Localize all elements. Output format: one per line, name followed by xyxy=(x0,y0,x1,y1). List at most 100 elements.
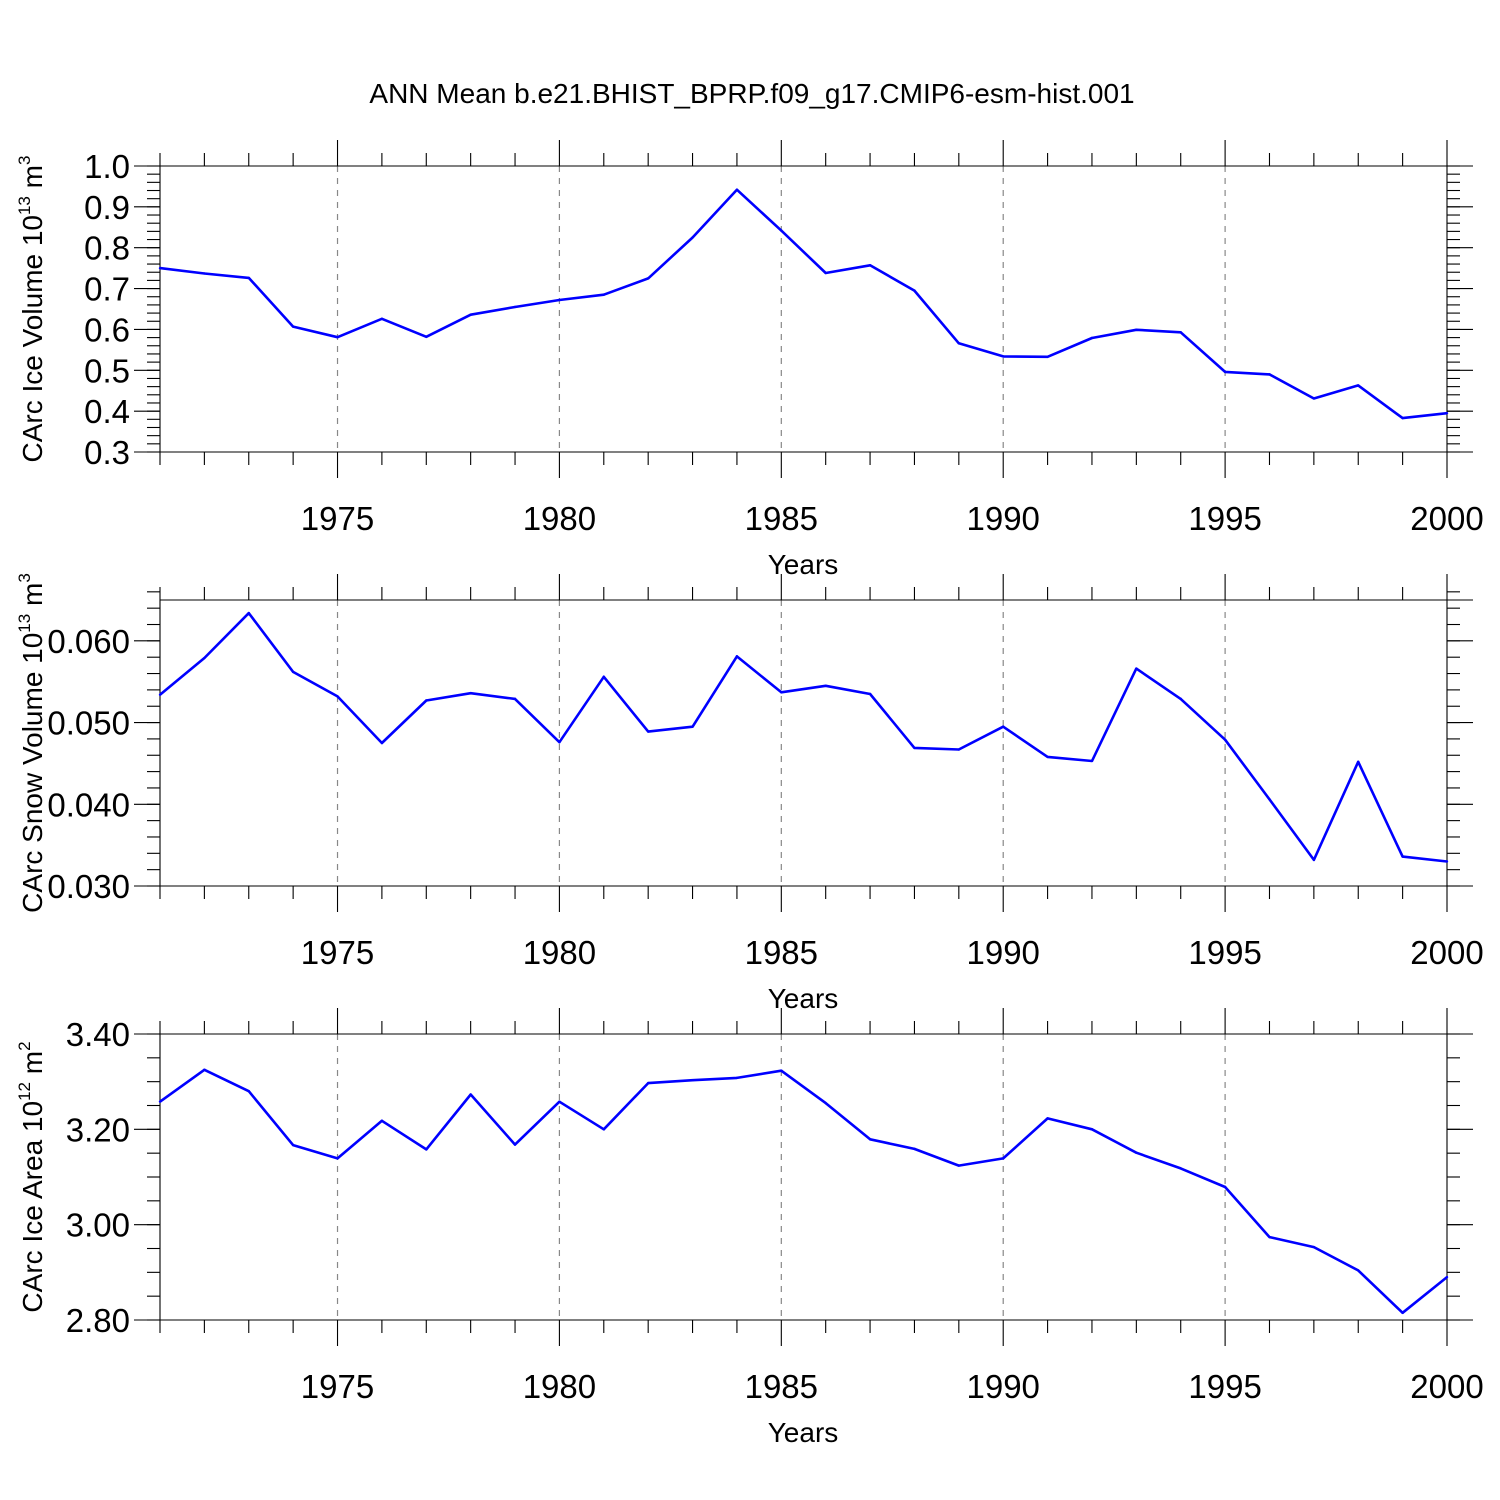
data-point xyxy=(558,1100,561,1103)
data-point xyxy=(380,741,384,745)
series-line xyxy=(159,1068,1448,1315)
data-point xyxy=(1223,738,1227,741)
y-tick-label: 2.80 xyxy=(66,1302,130,1339)
data-point xyxy=(380,317,384,321)
data-point xyxy=(1046,355,1049,359)
data-point xyxy=(469,691,472,695)
data-point xyxy=(1090,1128,1094,1131)
data-point xyxy=(735,188,739,191)
data-point xyxy=(646,1081,650,1085)
y-tick-label: 0.030 xyxy=(47,868,130,905)
data-point xyxy=(957,342,961,345)
data-point xyxy=(1312,397,1316,400)
x-axis-label: Years xyxy=(768,983,839,1014)
data-point xyxy=(1223,1185,1227,1189)
data-point xyxy=(913,746,916,750)
data-point xyxy=(1002,355,1005,358)
data-point xyxy=(602,1128,605,1131)
data-point xyxy=(957,748,961,751)
y-axis-label: CArc Snow Volume 1013 m3 xyxy=(15,573,48,913)
x-tick-label: 2000 xyxy=(1410,1368,1483,1405)
data-point xyxy=(957,1164,961,1167)
x-tick-label: 1995 xyxy=(1188,500,1261,537)
panel-1: 0.3 0.4 0.5 0.60.7 0.8 0.9 1.0 1975 1980 1985 1990… xyxy=(15,140,1484,580)
x-tick-label: 1985 xyxy=(745,934,818,971)
data-point xyxy=(1046,1117,1049,1120)
x-tick-label: 1975 xyxy=(301,500,374,537)
data-point xyxy=(1135,328,1138,332)
data-point xyxy=(868,264,872,267)
data-point xyxy=(1268,798,1271,801)
y-tick-label: 0.3 xyxy=(84,434,130,471)
y-tick-label: 0.4 xyxy=(84,393,130,430)
x-tick-label: 1990 xyxy=(966,934,1039,971)
y-tick-label: 1.0 xyxy=(84,148,130,185)
data-point xyxy=(513,697,517,701)
x-tick-label: 1980 xyxy=(523,934,596,971)
data-point xyxy=(1179,331,1182,334)
data-point xyxy=(425,699,428,702)
y-tick-label: 3.20 xyxy=(66,1111,130,1148)
data-point xyxy=(780,691,783,694)
data-point xyxy=(1268,373,1271,376)
data-point xyxy=(1135,1151,1138,1154)
data-point xyxy=(336,335,339,339)
x-tick-label: 2000 xyxy=(1410,500,1483,537)
x-axis-label: Years xyxy=(768,549,839,580)
y-tick-label: 3.00 xyxy=(66,1207,130,1244)
data-point xyxy=(691,236,694,239)
x-tick-label: 1975 xyxy=(301,1368,374,1405)
data-point xyxy=(1179,697,1182,701)
data-point xyxy=(158,693,162,696)
data-point xyxy=(1046,755,1049,759)
data-point xyxy=(1312,1245,1316,1249)
data-point xyxy=(1179,1167,1182,1170)
x-tick-label: 1980 xyxy=(523,1368,596,1405)
data-point xyxy=(691,725,694,728)
data-point xyxy=(558,740,561,744)
data-point xyxy=(469,313,472,316)
panels: 0.3 0.4 0.5 0.60.7 0.8 0.9 1.0 1975 1980 1985 1990… xyxy=(15,140,1484,1448)
x-tick-label: 1980 xyxy=(523,500,596,537)
x-tick-label: 1995 xyxy=(1188,934,1261,971)
data-point xyxy=(558,298,561,302)
data-point xyxy=(691,1079,694,1082)
x-tick-label: 1990 xyxy=(966,1368,1039,1405)
data-point xyxy=(1401,855,1404,858)
data-point xyxy=(425,1148,428,1151)
data-point xyxy=(247,276,250,280)
data-point xyxy=(203,1068,206,1071)
data-point xyxy=(1357,760,1360,763)
x-tick-label: 1985 xyxy=(745,500,818,537)
x-tick-label: 2000 xyxy=(1410,934,1483,971)
y-tick-label: 3.40 xyxy=(66,1016,130,1053)
data-point xyxy=(1223,370,1227,374)
data-point xyxy=(158,266,162,270)
data-point xyxy=(291,1143,295,1147)
data-point xyxy=(646,277,650,280)
y-tick-label: 0.060 xyxy=(47,623,130,660)
data-point xyxy=(1002,725,1005,728)
data-point xyxy=(1445,411,1449,415)
data-point xyxy=(602,293,605,296)
x-tick-label: 1990 xyxy=(966,500,1039,537)
data-point xyxy=(1445,1275,1449,1279)
data-point xyxy=(868,1138,872,1141)
data-point xyxy=(336,1157,339,1160)
data-point xyxy=(513,305,517,309)
y-tick-label: 0.8 xyxy=(84,230,130,267)
data-point xyxy=(203,656,206,660)
data-point xyxy=(824,1101,827,1105)
data-point xyxy=(1268,1235,1271,1239)
y-tick-label: 0.040 xyxy=(47,786,130,823)
y-tick-label: 0.050 xyxy=(47,705,130,742)
data-point xyxy=(1090,336,1094,340)
data-point xyxy=(735,1076,739,1080)
data-point xyxy=(380,1119,384,1122)
x-tick-label: 1985 xyxy=(745,1368,818,1405)
data-point xyxy=(1357,1269,1360,1272)
data-point xyxy=(1357,384,1360,387)
data-point xyxy=(513,1143,517,1146)
data-point xyxy=(913,289,916,292)
data-point xyxy=(780,229,783,232)
